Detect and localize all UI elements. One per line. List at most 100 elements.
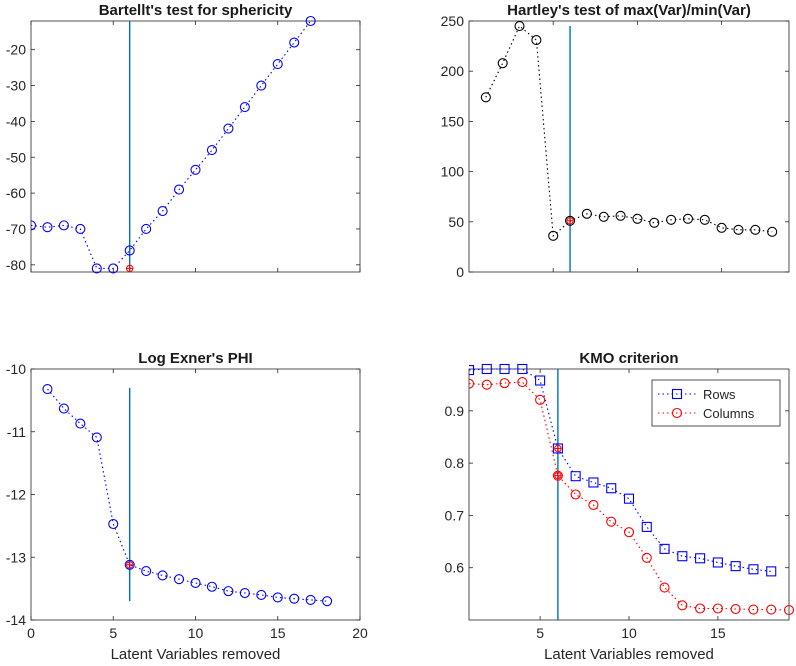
data-point-columns <box>748 604 759 615</box>
data-point-rows <box>481 363 492 375</box>
data-point-columns <box>659 582 670 593</box>
data-point-exner <box>272 592 283 603</box>
legend-marker-rows <box>671 388 683 400</box>
data-point-bartlett <box>91 263 102 274</box>
x-tick-label: 5 <box>536 625 544 641</box>
data-point-rows <box>588 477 599 488</box>
chart-panel-4: 0.6 0.7 0.8 0.9 5 10 15 KMO criterion Latent Var… <box>445 350 795 663</box>
y-tick-label: 0.9 <box>445 403 465 419</box>
x-tick-label: 15 <box>710 625 726 641</box>
y-tick-label: 50 <box>448 214 464 230</box>
data-point-rows <box>552 443 563 454</box>
data-point-exner <box>239 587 250 599</box>
data-point-columns <box>712 603 723 614</box>
y-tick-label: -70 <box>6 221 26 237</box>
data-point-bartlett <box>239 102 250 113</box>
axes-box <box>30 368 361 621</box>
y-tick-label: -12 <box>6 487 26 503</box>
legend-label-rows: Rows <box>703 387 736 402</box>
data-point-bartlett <box>223 123 234 134</box>
data-point-hartley <box>581 208 592 219</box>
data-point-hartley <box>716 222 727 233</box>
y-tick-label: -20 <box>6 42 26 58</box>
data-point-columns <box>535 394 546 405</box>
x-tick-label: 0 <box>27 625 35 641</box>
data-point-bartlett <box>289 37 300 48</box>
data-point-exner <box>174 574 185 585</box>
chart-panel-3: -14 -13 -12 -11 -10 0 5 10 15 20 Log Exner's PHI La… <box>6 350 368 663</box>
data-point-bartlett <box>42 222 53 233</box>
y-tick-label: -30 <box>6 78 26 94</box>
data-point-bartlett <box>124 245 135 256</box>
data-point-columns <box>623 527 635 538</box>
data-point-exner <box>190 577 201 589</box>
data-point-hartley <box>598 211 609 222</box>
data-point-hartley <box>767 226 778 237</box>
data-point-columns <box>606 516 617 527</box>
chart-title: KMO criterion <box>579 350 678 367</box>
chart-title: Log Exner's PHI <box>138 350 252 367</box>
data-point-bartlett <box>31 220 37 231</box>
data-point-columns <box>552 470 563 481</box>
data-point-rows <box>730 561 741 572</box>
data-point-hartley <box>750 224 761 235</box>
data-point-hartley <box>632 213 643 224</box>
data-point-rows <box>499 363 510 375</box>
y-tick-label: -50 <box>6 149 26 165</box>
axes-box <box>468 20 790 273</box>
data-point-hartley <box>531 35 542 46</box>
chart-title: Hartley's test of max(Var)/min(Var) <box>507 2 751 19</box>
series-line-exner <box>47 388 328 602</box>
legend-marker-columns <box>671 407 683 419</box>
data-point-exner <box>58 403 69 414</box>
x-axis-label: Latent Variables removed <box>111 646 281 663</box>
data-point-bartlett <box>157 205 168 217</box>
data-point-columns <box>783 605 795 616</box>
data-point-exner <box>157 570 168 581</box>
x-tick-label: 15 <box>270 625 286 641</box>
series-line-columns <box>469 381 790 611</box>
y-tick-label: 150 <box>441 113 465 129</box>
y-tick-label: -11 <box>7 424 26 440</box>
y-tick-label: 0.8 <box>445 455 465 471</box>
plot-area <box>469 363 795 620</box>
data-point-exner <box>42 384 53 395</box>
data-point-exner <box>256 589 267 600</box>
data-point-rows <box>535 375 546 386</box>
series-line-rows <box>469 368 772 572</box>
data-point-bartlett <box>174 184 185 195</box>
x-tick-label: 10 <box>621 625 637 641</box>
data-point-hartley <box>733 224 744 235</box>
data-point-exner <box>91 432 102 443</box>
x-tick-label: 10 <box>188 625 204 641</box>
data-point-rows <box>641 521 652 532</box>
series-line-bartlett <box>31 20 312 269</box>
data-point-columns <box>588 499 599 511</box>
data-point-exner <box>124 559 135 570</box>
data-point-rows <box>712 557 723 568</box>
y-tick-label: 0.6 <box>445 560 465 576</box>
y-tick-label: 250 <box>441 13 465 29</box>
data-point-rows <box>659 543 670 554</box>
data-point-bartlett <box>108 263 119 274</box>
data-point-exner <box>141 566 152 577</box>
data-point-exner <box>305 594 316 605</box>
y-tick-label: -13 <box>6 549 26 565</box>
data-point-bartlett <box>141 223 152 235</box>
data-point-hartley <box>514 20 525 32</box>
data-point-hartley <box>497 58 508 69</box>
y-tick-label: -60 <box>6 185 26 201</box>
y-tick-label: 0.7 <box>445 507 465 523</box>
data-point-rows <box>469 364 475 376</box>
data-point-rows <box>766 566 777 577</box>
plot-area <box>480 20 778 272</box>
data-point-rows <box>677 551 688 562</box>
data-point-columns <box>695 603 706 614</box>
data-point-exner <box>206 581 217 592</box>
data-point-hartley <box>565 215 576 226</box>
data-point-hartley <box>615 210 626 221</box>
y-tick-label: 0 <box>456 264 464 280</box>
data-point-rows <box>695 553 706 564</box>
data-point-columns <box>641 552 652 563</box>
